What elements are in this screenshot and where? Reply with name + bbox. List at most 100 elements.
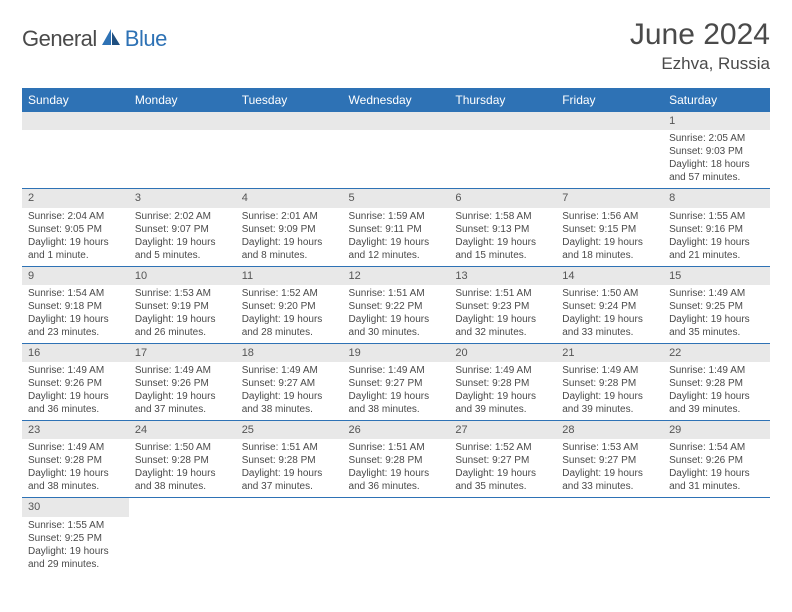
logo-text-blue: Blue [125,26,167,52]
day-body: Sunrise: 2:05 AMSunset: 9:03 PMDaylight:… [663,130,770,188]
sunset-text: Sunset: 9:24 PM [562,300,657,313]
calendar-day-cell [343,498,450,575]
calendar-day-cell: 19Sunrise: 1:49 AMSunset: 9:27 PMDayligh… [343,343,450,420]
day-number-bar [22,112,129,130]
calendar-day-cell [449,112,556,189]
calendar-day-cell [129,112,236,189]
sunset-text: Sunset: 9:25 PM [28,532,123,545]
day-body: Sunrise: 2:02 AMSunset: 9:07 PMDaylight:… [129,208,236,266]
calendar-day-cell: 16Sunrise: 1:49 AMSunset: 9:26 PMDayligh… [22,343,129,420]
daylight-text: Daylight: 19 hours and 33 minutes. [562,313,657,339]
day-number: 23 [22,421,129,439]
day-body: Sunrise: 1:55 AMSunset: 9:25 PMDaylight:… [22,517,129,575]
day-number: 1 [663,112,770,130]
logo: General Blue [22,26,167,52]
daylight-text: Daylight: 19 hours and 37 minutes. [242,467,337,493]
weekday-header: Wednesday [343,88,450,112]
day-number: 26 [343,421,450,439]
sunset-text: Sunset: 9:28 PM [669,377,764,390]
calendar-day-cell [343,112,450,189]
day-body: Sunrise: 1:49 AMSunset: 9:28 PMDaylight:… [663,362,770,420]
day-number: 29 [663,421,770,439]
sunrise-text: Sunrise: 1:53 AM [562,441,657,454]
day-body: Sunrise: 1:52 AMSunset: 9:27 PMDaylight:… [449,439,556,497]
daylight-text: Daylight: 19 hours and 5 minutes. [135,236,230,262]
calendar-week-row: 23Sunrise: 1:49 AMSunset: 9:28 PMDayligh… [22,421,770,498]
title-block: June 2024 Ezhva, Russia [630,18,770,74]
calendar-week-row: 1Sunrise: 2:05 AMSunset: 9:03 PMDaylight… [22,112,770,189]
sunset-text: Sunset: 9:28 PM [242,454,337,467]
sunrise-text: Sunrise: 1:49 AM [669,287,764,300]
day-number: 22 [663,344,770,362]
calendar-day-cell: 18Sunrise: 1:49 AMSunset: 9:27 AMDayligh… [236,343,343,420]
calendar-day-cell: 6Sunrise: 1:58 AMSunset: 9:13 PMDaylight… [449,189,556,266]
day-body: Sunrise: 1:50 AMSunset: 9:28 PMDaylight:… [129,439,236,497]
day-number: 6 [449,189,556,207]
daylight-text: Daylight: 19 hours and 37 minutes. [135,390,230,416]
day-number: 15 [663,267,770,285]
daylight-text: Daylight: 19 hours and 38 minutes. [135,467,230,493]
sunset-text: Sunset: 9:07 PM [135,223,230,236]
day-number: 16 [22,344,129,362]
day-number: 18 [236,344,343,362]
sunrise-text: Sunrise: 1:51 AM [349,287,444,300]
weekday-header: Tuesday [236,88,343,112]
sunset-text: Sunset: 9:27 PM [562,454,657,467]
sunset-text: Sunset: 9:22 PM [349,300,444,313]
sunset-text: Sunset: 9:09 PM [242,223,337,236]
sunrise-text: Sunrise: 1:50 AM [562,287,657,300]
calendar-week-row: 16Sunrise: 1:49 AMSunset: 9:26 PMDayligh… [22,343,770,420]
sunrise-text: Sunrise: 1:52 AM [455,441,550,454]
calendar-week-row: 9Sunrise: 1:54 AMSunset: 9:18 PMDaylight… [22,266,770,343]
logo-sail-icon [100,27,122,52]
day-number-bar [236,112,343,130]
calendar-day-cell: 11Sunrise: 1:52 AMSunset: 9:20 PMDayligh… [236,266,343,343]
sunrise-text: Sunrise: 1:55 AM [28,519,123,532]
day-body: Sunrise: 1:49 AMSunset: 9:26 PMDaylight:… [129,362,236,420]
day-number-bar [343,112,450,130]
sunrise-text: Sunrise: 1:49 AM [28,364,123,377]
daylight-text: Daylight: 19 hours and 39 minutes. [455,390,550,416]
day-number: 11 [236,267,343,285]
daylight-text: Daylight: 19 hours and 26 minutes. [135,313,230,339]
sunrise-text: Sunrise: 1:53 AM [135,287,230,300]
calendar-day-cell [236,112,343,189]
daylight-text: Daylight: 19 hours and 39 minutes. [669,390,764,416]
sunrise-text: Sunrise: 2:05 AM [669,132,764,145]
daylight-text: Daylight: 19 hours and 33 minutes. [562,467,657,493]
weekday-header-row: Sunday Monday Tuesday Wednesday Thursday… [22,88,770,112]
sunset-text: Sunset: 9:20 PM [242,300,337,313]
calendar-week-row: 30Sunrise: 1:55 AMSunset: 9:25 PMDayligh… [22,498,770,575]
sunset-text: Sunset: 9:13 PM [455,223,550,236]
calendar-day-cell: 22Sunrise: 1:49 AMSunset: 9:28 PMDayligh… [663,343,770,420]
calendar-day-cell [129,498,236,575]
day-number: 24 [129,421,236,439]
calendar-day-cell: 3Sunrise: 2:02 AMSunset: 9:07 PMDaylight… [129,189,236,266]
calendar-day-cell [556,498,663,575]
sunset-text: Sunset: 9:28 PM [28,454,123,467]
day-body: Sunrise: 1:51 AMSunset: 9:22 PMDaylight:… [343,285,450,343]
day-number: 4 [236,189,343,207]
location-label: Ezhva, Russia [630,54,770,74]
sunrise-text: Sunrise: 1:49 AM [669,364,764,377]
weekday-header: Saturday [663,88,770,112]
sunrise-text: Sunrise: 1:52 AM [242,287,337,300]
calendar-day-cell: 23Sunrise: 1:49 AMSunset: 9:28 PMDayligh… [22,421,129,498]
weekday-header: Sunday [22,88,129,112]
sunset-text: Sunset: 9:15 PM [562,223,657,236]
day-body: Sunrise: 1:49 AMSunset: 9:28 PMDaylight:… [22,439,129,497]
day-body: Sunrise: 1:53 AMSunset: 9:27 PMDaylight:… [556,439,663,497]
sunset-text: Sunset: 9:05 PM [28,223,123,236]
sunrise-text: Sunrise: 1:49 AM [242,364,337,377]
day-number: 25 [236,421,343,439]
calendar-day-cell: 1Sunrise: 2:05 AMSunset: 9:03 PMDaylight… [663,112,770,189]
daylight-text: Daylight: 19 hours and 39 minutes. [562,390,657,416]
day-body: Sunrise: 1:51 AMSunset: 9:28 PMDaylight:… [236,439,343,497]
day-body: Sunrise: 2:01 AMSunset: 9:09 PMDaylight:… [236,208,343,266]
calendar-day-cell: 9Sunrise: 1:54 AMSunset: 9:18 PMDaylight… [22,266,129,343]
day-number: 21 [556,344,663,362]
day-number: 2 [22,189,129,207]
day-number-bar [129,112,236,130]
calendar-day-cell: 10Sunrise: 1:53 AMSunset: 9:19 PMDayligh… [129,266,236,343]
day-body: Sunrise: 1:54 AMSunset: 9:26 PMDaylight:… [663,439,770,497]
